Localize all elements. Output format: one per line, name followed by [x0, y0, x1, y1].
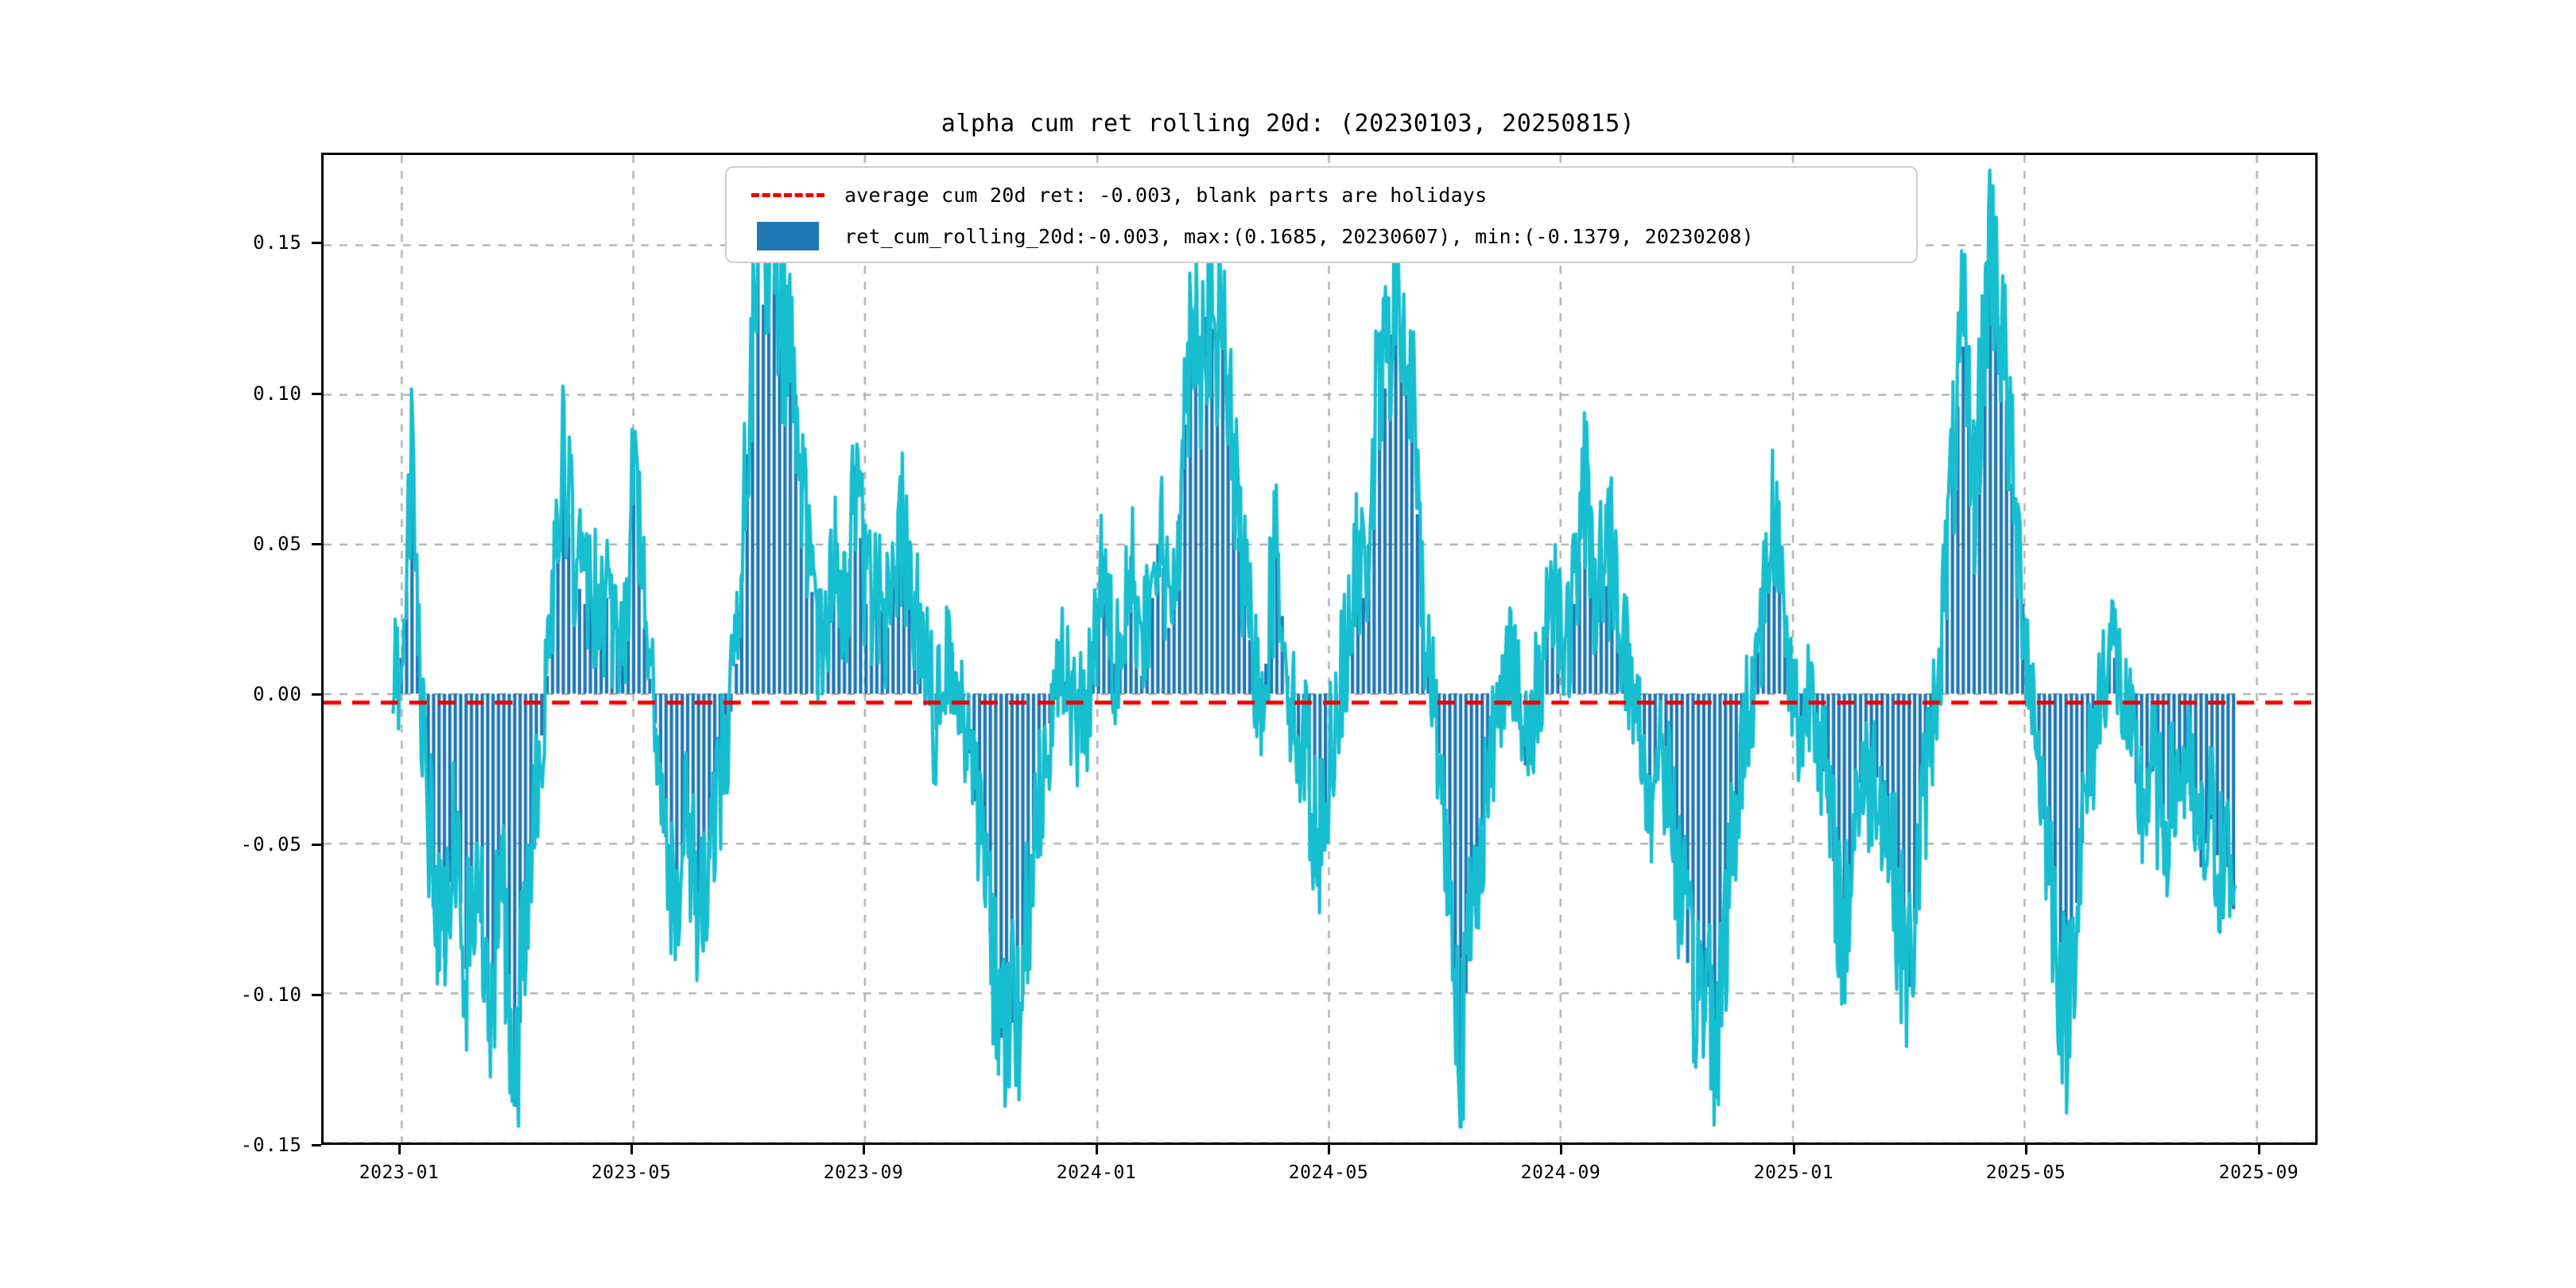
x-tick-label: 2023-09	[823, 1162, 904, 1183]
y-tick-label: 0.15	[253, 231, 302, 254]
x-tick-mark	[863, 1145, 865, 1154]
x-tick-mark	[2025, 1145, 2027, 1154]
y-tick-mark	[312, 843, 321, 846]
y-tick-mark	[312, 392, 321, 395]
x-tick-mark	[1096, 1145, 1098, 1154]
blue-square-icon	[744, 222, 832, 250]
x-tick-label: 2023-01	[359, 1162, 440, 1183]
chart-legend[interactable]: average cum 20d ret: -0.003, blank parts…	[725, 166, 1918, 263]
x-tick-label: 2025-09	[2218, 1162, 2299, 1183]
x-tick-label: 2025-05	[1985, 1162, 2066, 1183]
y-tick-mark	[312, 692, 321, 696]
x-tick-mark	[398, 1145, 401, 1154]
x-tick-label: 2024-05	[1288, 1162, 1369, 1183]
y-tick-label: -0.05	[240, 832, 302, 855]
y-tick-label: -0.10	[240, 983, 302, 1006]
x-tick-mark	[1560, 1145, 1562, 1154]
legend-item-average[interactable]: average cum 20d ret: -0.003, blank parts…	[727, 173, 1916, 217]
legend-item-series[interactable]: ret_cum_rolling_20d:-0.003, max:(0.1685,…	[727, 214, 1916, 258]
x-tick-mark	[630, 1145, 633, 1154]
page-title: alpha cum ret rolling 20d: (20230103, 20…	[941, 110, 1635, 138]
y-tick-label: 0.10	[253, 382, 302, 405]
legend-label-average: average cum 20d ret: -0.003, blank parts…	[844, 183, 1488, 207]
plot-area	[321, 153, 2318, 1145]
chart-canvas	[324, 155, 2315, 1143]
dashed-line-icon	[744, 192, 832, 197]
x-tick-mark	[1328, 1145, 1330, 1154]
y-tick-mark	[312, 1144, 321, 1146]
x-tick-label: 2023-05	[591, 1162, 672, 1183]
x-tick-label: 2024-01	[1056, 1162, 1137, 1183]
x-tick-label: 2024-09	[1520, 1162, 1601, 1183]
legend-label-series: ret_cum_rolling_20d:-0.003, max:(0.1685,…	[844, 224, 1754, 248]
y-tick-mark	[312, 993, 321, 996]
y-tick-label: 0.05	[253, 532, 302, 555]
x-tick-mark	[1793, 1145, 1795, 1154]
y-tick-mark	[312, 542, 321, 545]
x-tick-mark	[2258, 1145, 2260, 1154]
y-tick-label: -0.15	[240, 1134, 302, 1156]
x-tick-label: 2025-01	[1753, 1162, 1834, 1183]
y-tick-mark	[312, 242, 321, 245]
y-tick-label: 0.00	[253, 682, 302, 705]
